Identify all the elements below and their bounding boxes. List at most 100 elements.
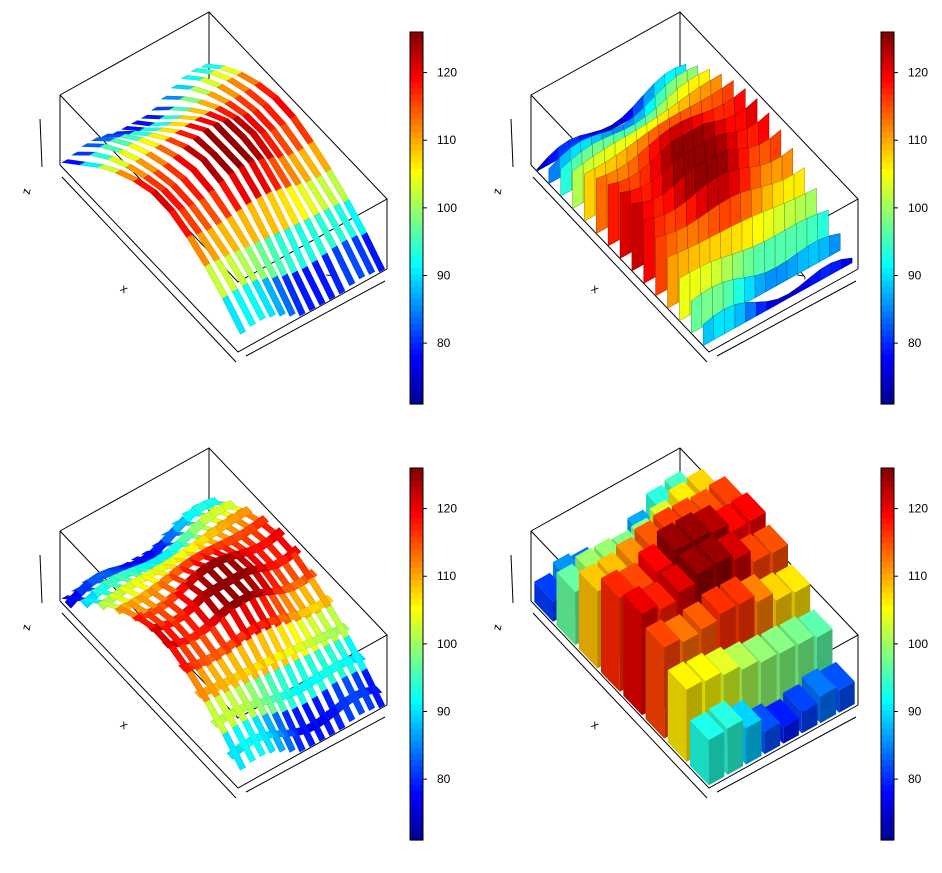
colorbar-tick-label: 80 <box>437 772 451 786</box>
colorbar-segment <box>881 81 894 89</box>
colorbar-segment <box>410 703 423 711</box>
bar-face-side <box>764 722 781 755</box>
colorbar-segment <box>410 348 423 355</box>
colorbar-tick-label: 80 <box>437 336 451 350</box>
z-axis-arrow <box>39 554 43 604</box>
chart-ribbon-xy: xyz 80 90 100 110 120 <box>19 447 457 841</box>
colorbar-segment <box>881 753 894 760</box>
bar-face-top <box>760 625 796 654</box>
ribbon-segment <box>222 295 246 335</box>
bar-face-top <box>798 609 833 638</box>
x-axis-arrow <box>61 612 237 799</box>
colorbar-segment <box>881 647 894 655</box>
ribbon-segment <box>351 671 376 711</box>
colorbar-tick-label: 110 <box>908 133 927 147</box>
bar-face-top <box>775 564 811 593</box>
colorbar-tick-label: 100 <box>437 637 457 651</box>
colorbar-segment <box>881 174 894 182</box>
ribbon-segment <box>174 129 200 140</box>
ribbon-segment <box>154 144 180 159</box>
bar-face-top <box>694 504 729 533</box>
ribbon-segment <box>271 275 296 317</box>
ribbon-segment <box>241 719 266 758</box>
colorbar-tick-label: 100 <box>908 201 928 215</box>
curtain-segment <box>734 302 746 329</box>
colorbar-segment <box>881 255 894 262</box>
colorbar-segment <box>881 623 894 630</box>
colorbar-segment <box>881 604 894 612</box>
colorbar-segment <box>410 548 423 556</box>
bar-face-top <box>675 512 710 541</box>
colorbar-tick-label: 90 <box>908 268 922 282</box>
curtain-segment <box>655 234 667 297</box>
colorbar-segment <box>410 486 423 494</box>
ribbons <box>61 496 386 771</box>
colorbar-frame <box>880 31 895 405</box>
colorbar-segment <box>881 660 894 667</box>
colorbar-segment <box>410 672 423 680</box>
colorbar-tick-label: 100 <box>908 637 928 651</box>
curtain-segment <box>774 229 787 268</box>
y-axis-arrow <box>716 716 857 793</box>
y-axis-arrow <box>245 716 386 793</box>
colorbar-segment <box>410 623 423 630</box>
colorbar-segment <box>881 579 894 587</box>
colorbar-segment <box>410 629 423 636</box>
ribbon-segment <box>251 279 276 318</box>
colorbar-segment <box>410 87 423 95</box>
curtain-segment <box>584 167 596 222</box>
bar-face-side <box>839 681 855 713</box>
bar-face-front <box>534 581 553 622</box>
colorbar-segment <box>881 598 894 605</box>
colorbar-segment <box>410 329 423 337</box>
colorbar-segment <box>881 833 894 841</box>
colorbar-segment <box>881 592 894 599</box>
colorbar-segment <box>881 548 894 556</box>
ribbon-segment <box>311 259 336 301</box>
bars <box>534 468 855 786</box>
colorbar-tick-label: 90 <box>437 268 451 282</box>
colorbar-segment <box>410 511 423 519</box>
bar-face-front <box>667 670 687 762</box>
colorbar-segment <box>881 759 894 767</box>
colorbar-frame <box>409 31 424 405</box>
colorbar-segment <box>410 716 423 723</box>
colorbar-segment <box>410 499 423 506</box>
colorbar-segment <box>881 280 894 287</box>
colorbar-segment <box>881 722 894 729</box>
colorbar-segment <box>881 523 894 531</box>
colorbar-segment <box>410 474 423 481</box>
colorbar-tick-label: 100 <box>437 201 457 215</box>
ribbon-segment <box>164 137 190 149</box>
colorbar-segment <box>410 517 423 525</box>
x-axis-arrow <box>61 176 237 363</box>
ribbons <box>61 63 386 335</box>
ribbon-segment <box>172 154 197 172</box>
colorbar-segment <box>410 530 423 537</box>
colorbar-segment <box>410 280 423 287</box>
colorbar-segment <box>410 50 423 58</box>
z-axis-arrow <box>39 118 43 168</box>
curtain-segment <box>724 304 736 335</box>
bar-face-top <box>720 576 755 605</box>
box-bottom-front <box>59 600 388 789</box>
colorbar-segment <box>881 703 894 711</box>
colorbar-segment <box>410 118 423 126</box>
colorbar-segment <box>881 137 894 145</box>
bar-face-top <box>645 619 680 648</box>
bar-face-side <box>801 703 818 734</box>
colorbar-segment <box>410 56 423 64</box>
colorbar-segment <box>410 63 423 70</box>
colorbar-segment <box>881 162 894 169</box>
colorbar-segment <box>881 286 894 293</box>
ribbon-segment <box>291 706 316 748</box>
bar-face-side <box>746 719 762 765</box>
bounding-box: xyz <box>19 11 388 363</box>
colorbar-segment <box>881 691 894 698</box>
colorbar-segment <box>410 81 423 89</box>
colorbar-segment <box>881 536 894 543</box>
colorbar-segment <box>881 728 894 736</box>
bar-face-top <box>731 492 766 521</box>
